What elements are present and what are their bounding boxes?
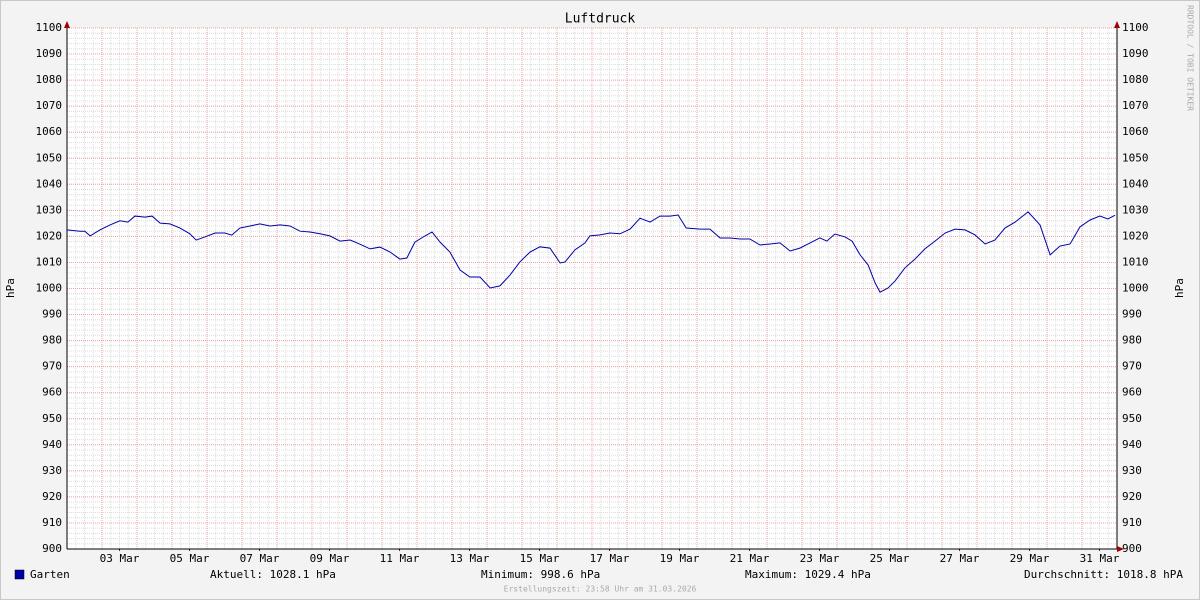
y2-tick-label: 960 <box>1122 386 1142 399</box>
y-tick-label: 1050 <box>36 151 63 164</box>
grid: 900 900 910 910 920 920 930 930 940 940 950 950 960 9… <box>36 21 1149 565</box>
footer: Erstellungszeit: 23:58 Uhr am 31.03.2026 <box>504 585 697 594</box>
y-tick-label: 980 <box>42 334 62 347</box>
y2-tick-label: 1050 <box>1122 151 1149 164</box>
y2-tick-label: 940 <box>1122 438 1142 451</box>
y-tick-label: 1060 <box>36 125 63 138</box>
y2-tick-label: 1020 <box>1122 229 1149 242</box>
y2-tick-label: 980 <box>1122 334 1142 347</box>
y2-tick-label: 1060 <box>1122 125 1149 138</box>
x-tick-label: 29 Mar <box>1010 552 1050 565</box>
y-tick-label: 990 <box>42 308 62 321</box>
legend-swatch <box>14 569 25 580</box>
y-tick-label: 1040 <box>36 177 63 190</box>
x-tick-label: 27 Mar <box>940 552 980 565</box>
y-axis-label: hPa <box>4 278 17 298</box>
legend-label: Garten <box>30 568 70 581</box>
x-tick-label: 07 Mar <box>240 552 280 565</box>
x-tick-label: 13 Mar <box>450 552 490 565</box>
y2-tick-label: 1080 <box>1122 73 1149 86</box>
y2-tick-label: 1010 <box>1122 255 1149 268</box>
y-tick-label: 1100 <box>36 21 63 34</box>
y2-tick-label: 900 <box>1122 542 1142 555</box>
y-tick-label: 930 <box>42 464 62 477</box>
stat: Durchschnitt: 1018.8 hPA <box>1024 568 1183 581</box>
stat: Minimum: 998.6 hPa <box>481 568 600 581</box>
y-tick-label: 1020 <box>36 229 63 242</box>
y-tick-label: 1090 <box>36 47 63 60</box>
y2-tick-label: 910 <box>1122 516 1142 529</box>
y2-tick-label: 1000 <box>1122 282 1149 295</box>
line-series <box>66 211 1116 293</box>
stat: Aktuell: 1028.1 hPa <box>210 568 336 581</box>
y2-tick-label: 930 <box>1122 464 1142 477</box>
x-tick-label: 15 Mar <box>520 552 560 565</box>
y-tick-label: 1000 <box>36 282 63 295</box>
stat: Maximum: 1029.4 hPa <box>745 568 871 581</box>
x-tick-label: 03 Mar <box>100 552 140 565</box>
y-tick-label: 940 <box>42 438 62 451</box>
y-tick-label: 1070 <box>36 99 63 112</box>
x-tick-label: 31 Mar <box>1080 552 1120 565</box>
y-tick-label: 910 <box>42 516 62 529</box>
y2-tick-label: 1070 <box>1122 99 1149 112</box>
chart-title: Luftdruck <box>565 12 636 27</box>
x-tick-label: 21 Mar <box>730 552 770 565</box>
y2-tick-label: 970 <box>1122 360 1142 373</box>
x-tick-label: 11 Mar <box>380 552 420 565</box>
y-tick-label: 1010 <box>36 255 63 268</box>
x-tick-label: 09 Mar <box>310 552 350 565</box>
y2-tick-label: 1100 <box>1122 21 1149 34</box>
y-tick-label: 950 <box>42 412 62 425</box>
y-tick-label: 960 <box>42 386 62 399</box>
x-tick-label: 25 Mar <box>870 552 910 565</box>
y-tick-label: 920 <box>42 490 62 503</box>
watermark: RRDTOOL / TOBI OETIKER <box>1186 5 1195 111</box>
y2-tick-label: 1040 <box>1122 177 1149 190</box>
y-tick-label: 1030 <box>36 203 63 216</box>
x-tick-label: 23 Mar <box>800 552 840 565</box>
y-tick-label: 1080 <box>36 73 63 86</box>
y2-tick-label: 950 <box>1122 412 1142 425</box>
x-tick-label: 17 Mar <box>590 552 630 565</box>
y2-axis-label: hPa <box>1173 278 1186 298</box>
y2-tick-label: 1030 <box>1122 203 1149 216</box>
y2-tick-label: 920 <box>1122 490 1142 503</box>
y-tick-label: 900 <box>42 542 62 555</box>
y2-tick-label: 990 <box>1122 308 1142 321</box>
marks <box>66 211 1116 293</box>
x-tick-label: 05 Mar <box>170 552 210 565</box>
x-tick-label: 19 Mar <box>660 552 700 565</box>
y2-tick-label: 1090 <box>1122 47 1149 60</box>
y-tick-label: 970 <box>42 360 62 373</box>
